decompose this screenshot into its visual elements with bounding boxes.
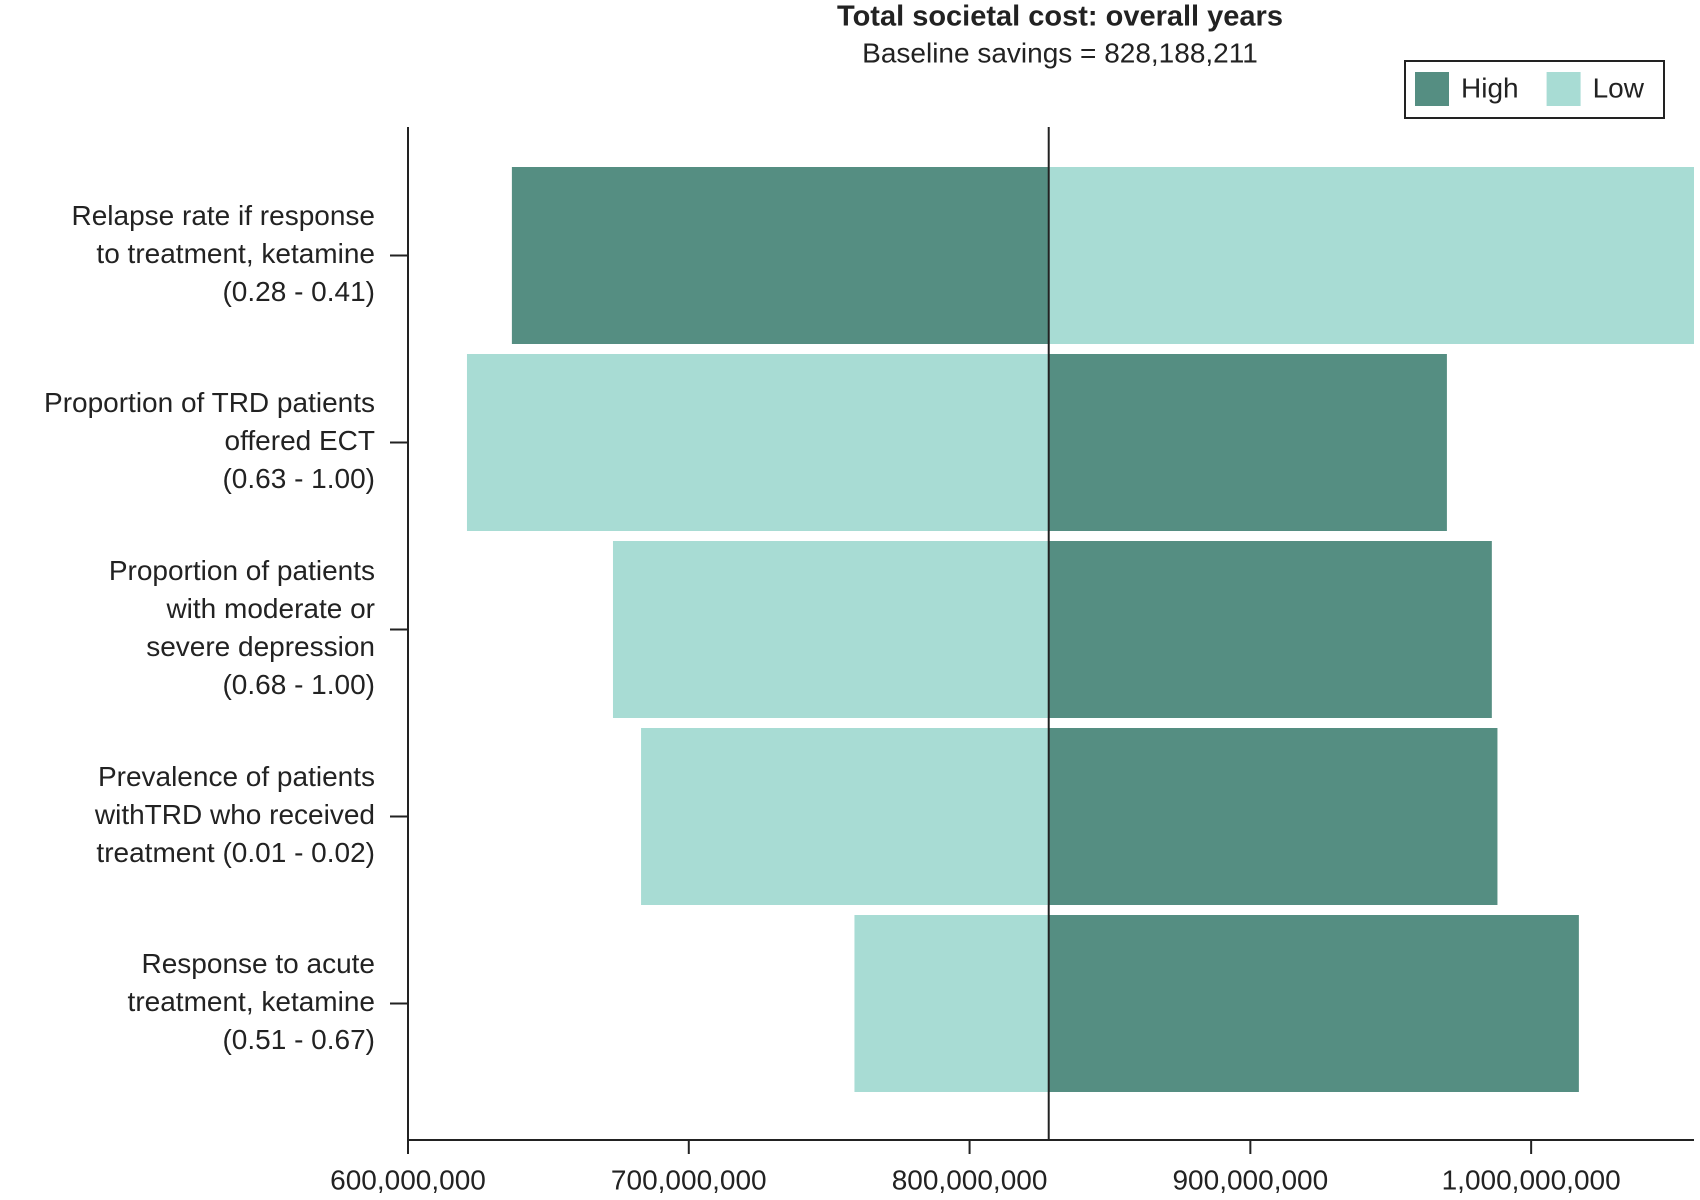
y-tick-label: treatment, ketamine bbox=[128, 986, 375, 1017]
y-tick-label: treatment (0.01 - 0.02) bbox=[96, 837, 375, 868]
bar bbox=[511, 167, 1049, 344]
bar bbox=[1048, 541, 1492, 718]
legend-label: High bbox=[1461, 72, 1519, 103]
bar bbox=[1048, 728, 1498, 905]
y-tick-label: Relapse rate if response bbox=[71, 200, 375, 231]
y-tick-label: severe depression bbox=[146, 631, 375, 662]
bar bbox=[612, 541, 1049, 718]
y-tick-label: Proportion of patients bbox=[109, 555, 375, 586]
x-tick-label: 700,000,000 bbox=[611, 1164, 767, 1195]
y-tick-label: with moderate or bbox=[165, 593, 375, 624]
y-tick-label: (0.28 - 0.41) bbox=[222, 276, 375, 307]
y-tick-label: Proportion of TRD patients bbox=[44, 387, 375, 418]
y-tick-label: offered ECT bbox=[225, 425, 375, 456]
y-tick-label: to treatment, ketamine bbox=[96, 238, 375, 269]
y-tick-label: (0.63 - 1.00) bbox=[222, 463, 375, 494]
legend-label: Low bbox=[1593, 72, 1645, 103]
chart-subtitle: Baseline savings = 828,188,211 bbox=[862, 37, 1258, 68]
bar bbox=[466, 354, 1049, 531]
bar bbox=[641, 728, 1049, 905]
y-tick-label: Response to acute bbox=[142, 948, 376, 979]
y-tick-label: withTRD who received bbox=[94, 799, 375, 830]
bar bbox=[1048, 354, 1447, 531]
bar bbox=[1048, 167, 1694, 344]
chart-title: Total societal cost: overall years bbox=[837, 1, 1283, 33]
y-tick-label: Prevalence of patients bbox=[98, 761, 375, 792]
y-tick-label: (0.68 - 1.00) bbox=[222, 669, 375, 700]
legend-swatch bbox=[1546, 72, 1581, 106]
x-tick-label: 900,000,000 bbox=[1172, 1164, 1328, 1195]
x-tick-label: 800,000,000 bbox=[892, 1164, 1048, 1195]
y-tick-label: (0.51 - 0.67) bbox=[222, 1024, 375, 1055]
x-tick-label: 1,000,000,000 bbox=[1442, 1164, 1621, 1195]
legend-swatch bbox=[1415, 72, 1449, 106]
bar bbox=[854, 915, 1049, 1092]
x-tick-label: 600,000,000 bbox=[330, 1164, 486, 1195]
bar bbox=[1048, 915, 1579, 1092]
